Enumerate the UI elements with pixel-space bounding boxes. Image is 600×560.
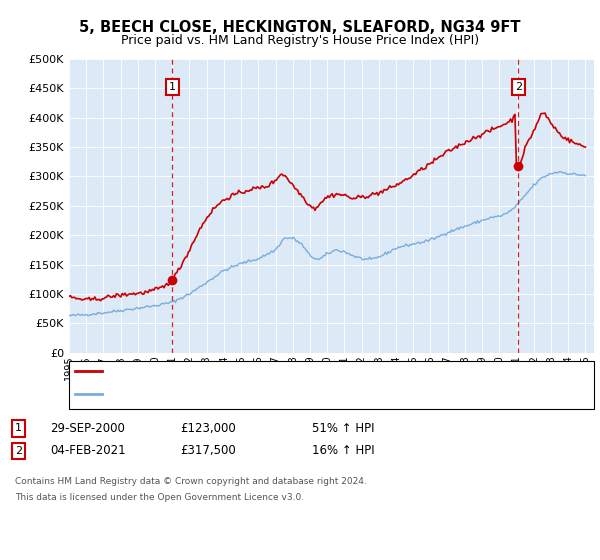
Text: HPI: Average price, detached house, North Kesteven: HPI: Average price, detached house, Nort… <box>108 389 381 399</box>
Text: 5, BEECH CLOSE, HECKINGTON, SLEAFORD, NG34 9FT (detached house): 5, BEECH CLOSE, HECKINGTON, SLEAFORD, NG… <box>108 366 484 376</box>
Text: 2: 2 <box>515 82 522 92</box>
Text: 51% ↑ HPI: 51% ↑ HPI <box>312 422 374 435</box>
Text: 16% ↑ HPI: 16% ↑ HPI <box>312 444 374 458</box>
Text: This data is licensed under the Open Government Licence v3.0.: This data is licensed under the Open Gov… <box>15 493 304 502</box>
Text: 1: 1 <box>15 423 22 433</box>
Text: 2: 2 <box>15 446 22 456</box>
Text: 04-FEB-2021: 04-FEB-2021 <box>50 444 125 458</box>
Text: 29-SEP-2000: 29-SEP-2000 <box>50 422 125 435</box>
Text: £317,500: £317,500 <box>180 444 236 458</box>
Text: 5, BEECH CLOSE, HECKINGTON, SLEAFORD, NG34 9FT: 5, BEECH CLOSE, HECKINGTON, SLEAFORD, NG… <box>79 20 521 35</box>
Text: 1: 1 <box>169 82 176 92</box>
Text: Contains HM Land Registry data © Crown copyright and database right 2024.: Contains HM Land Registry data © Crown c… <box>15 477 367 487</box>
Text: Price paid vs. HM Land Registry's House Price Index (HPI): Price paid vs. HM Land Registry's House … <box>121 34 479 46</box>
Text: £123,000: £123,000 <box>180 422 236 435</box>
